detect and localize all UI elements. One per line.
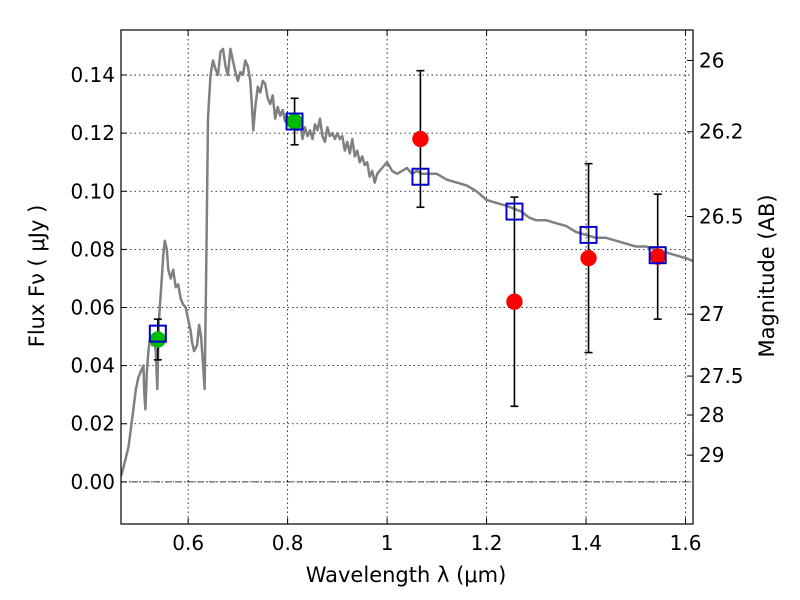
right-tick-label: 29 (699, 443, 724, 467)
observed-point-green (149, 331, 167, 348)
observed-point-green (286, 113, 303, 130)
tick-marks (121, 30, 693, 524)
observed-point-red (649, 248, 666, 265)
x-tick-label: 1 (381, 531, 394, 555)
tick-labels: 0.6 0.8 1 1.2 1.4 1.6 0.00 0.02 0.04 0.06 0.08 0.10… (70, 49, 743, 555)
x-tick-label: 0.8 (272, 531, 304, 555)
grid-lines (121, 30, 693, 524)
model-photometry-square (411, 167, 430, 186)
model-photometry-square (148, 324, 167, 343)
x-tick-label: 1.2 (471, 531, 503, 555)
model-photometry-square (505, 202, 524, 221)
y-tick-label: 0.06 (70, 296, 115, 320)
y-axis-label-right: Magnitude (AB) (755, 194, 779, 357)
observed-point-red (412, 130, 429, 148)
x-tick-label: 1.6 (670, 531, 702, 555)
y-tick-label: 0.12 (70, 121, 115, 145)
x-tick-label: 0.6 (172, 531, 204, 555)
right-tick-label: 27.5 (699, 364, 744, 388)
x-axis-label: Wavelength λ (μm) (306, 563, 507, 587)
series-layer (121, 47, 693, 477)
y-axis-label: Flux Fν ( μJy ) (25, 205, 49, 348)
observed-point-red (580, 249, 597, 267)
y-tick-label: 0.02 (70, 412, 115, 436)
y-tick-label: 0.14 (70, 63, 115, 87)
right-tick-label: 26.2 (699, 120, 744, 144)
series-group (121, 47, 693, 477)
observed-point-red (506, 293, 523, 310)
right-tick-label: 26 (699, 49, 724, 73)
y-tick-label: 0.00 (70, 470, 115, 494)
model-photometry-square (285, 112, 304, 131)
model-photometry-square (648, 246, 667, 265)
right-tick-label: 28 (699, 403, 724, 427)
y-tick-label: 0.08 (70, 237, 115, 261)
plot-frame (120, 29, 694, 525)
right-tick-label: 26.5 (699, 205, 744, 229)
y-tick-label: 0.10 (70, 179, 115, 203)
x-tick-label: 1.4 (570, 531, 602, 555)
y-tick-label: 0.04 (70, 354, 115, 378)
model-spectrum-line (121, 47, 693, 477)
model-photometry-square (579, 225, 598, 244)
right-tick-label: 27 (699, 302, 724, 326)
